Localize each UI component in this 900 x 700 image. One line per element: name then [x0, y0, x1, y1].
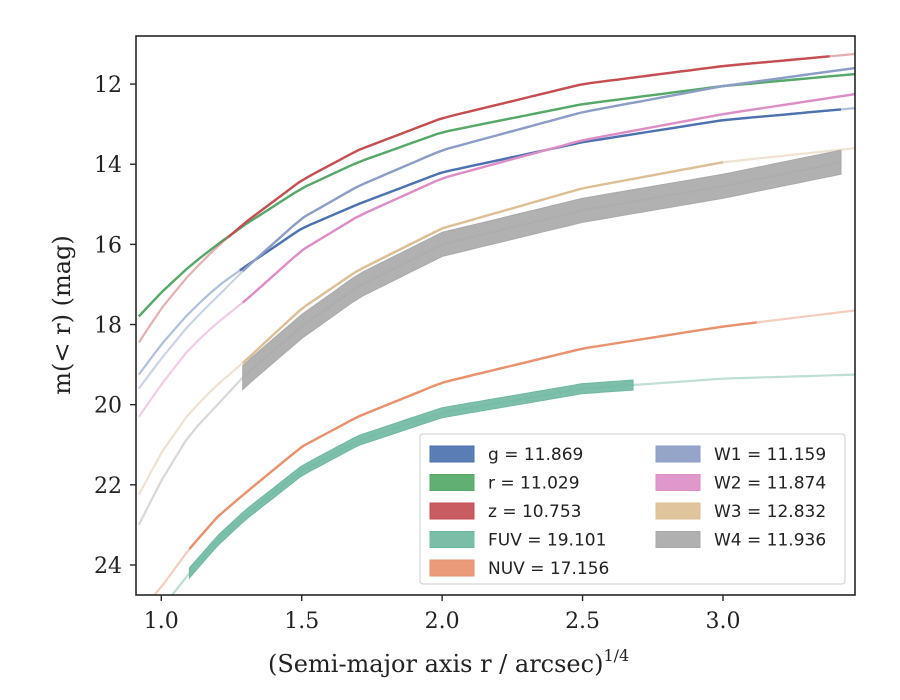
legend-item-z: z = 10.753 — [429, 502, 581, 522]
series-w3-line — [241, 161, 724, 364]
legend-label: W4 = 11.936 — [714, 531, 826, 551]
legend-label: r = 11.029 — [488, 474, 580, 494]
x-tick-label: 2.5 — [565, 609, 600, 634]
y-tick-label: 12 — [94, 73, 122, 98]
series-w1 — [137, 66, 855, 390]
legend-item-r: r = 11.029 — [429, 474, 580, 494]
series-nuv — [152, 309, 855, 595]
legend-swatch — [429, 502, 475, 520]
legend-item-g: g = 11.869 — [429, 445, 583, 465]
legend-swatch — [655, 445, 701, 463]
x-axis-title-text: (Semi-major axis r / arcsec) — [268, 650, 603, 678]
y-ticks: 12 14 16 18 20 22 24 — [94, 73, 136, 579]
legend-swatch — [429, 474, 475, 491]
legend-label: FUV = 19.101 — [488, 531, 606, 551]
x-tick-label: 1.0 — [144, 609, 179, 634]
x-axis-title: (Semi-major axis r / arcsec)1/4 — [268, 646, 629, 678]
series-w2 — [137, 92, 855, 418]
legend-box — [419, 433, 846, 585]
legend-item-nuv: NUV = 17.156 — [429, 559, 609, 579]
legend-label: W2 = 11.874 — [714, 474, 826, 494]
series-w4-band — [242, 149, 842, 391]
x-ticks: 1.0 1.5 2.0 2.5 3.0 — [144, 595, 740, 634]
series-fuv — [170, 373, 855, 595]
plot-frame — [135, 35, 856, 596]
legend-item-fuv: FUV = 19.101 — [429, 531, 606, 551]
y-tick-label: 16 — [94, 233, 122, 258]
series-nuv-line — [188, 321, 757, 550]
y-axis-title: m(< r) (mag) — [48, 235, 76, 394]
y-tick-label: 24 — [94, 554, 122, 579]
series-w4 — [137, 149, 842, 526]
legend: g = 11.869 r = 11.029 z = 10.753 FUV = 19.1… — [419, 433, 846, 585]
series-w3 — [137, 147, 855, 496]
legend-swatch — [655, 474, 701, 491]
legend-item-w3: W3 = 12.832 — [655, 502, 826, 522]
y-tick-label: 18 — [94, 314, 122, 339]
x-axis-title-exponent: 1/4 — [603, 646, 629, 665]
legend-item-w1: W1 = 11.159 — [655, 445, 826, 465]
legend-item-w4: W4 = 11.936 — [655, 531, 826, 551]
x-tick-label: 3.0 — [705, 609, 740, 634]
y-tick-label: 20 — [94, 394, 122, 419]
legend-label: W3 = 12.832 — [714, 502, 826, 522]
legend-swatch — [655, 531, 701, 548]
legend-swatch — [429, 445, 475, 463]
legend-label: g = 11.869 — [488, 445, 583, 465]
y-tick-label: 14 — [94, 153, 122, 178]
series-layer — [137, 52, 855, 595]
x-tick-label: 2.0 — [425, 609, 460, 634]
series-w1-line — [241, 66, 855, 273]
legend-label: z = 10.753 — [488, 502, 581, 522]
legend-label: W1 = 11.159 — [714, 445, 826, 465]
y-tick-label: 22 — [94, 474, 122, 499]
series-z-line — [227, 55, 830, 238]
series-z — [137, 52, 855, 344]
legend-swatch — [429, 559, 475, 577]
legend-swatch — [429, 531, 475, 548]
series-fuv-band — [188, 379, 634, 580]
x-tick-label: 1.5 — [284, 609, 319, 634]
legend-swatch — [655, 502, 701, 520]
legend-label: NUV = 17.156 — [488, 559, 609, 579]
legend-item-w2: W2 = 11.874 — [655, 474, 826, 494]
series-w2-line — [241, 92, 855, 304]
